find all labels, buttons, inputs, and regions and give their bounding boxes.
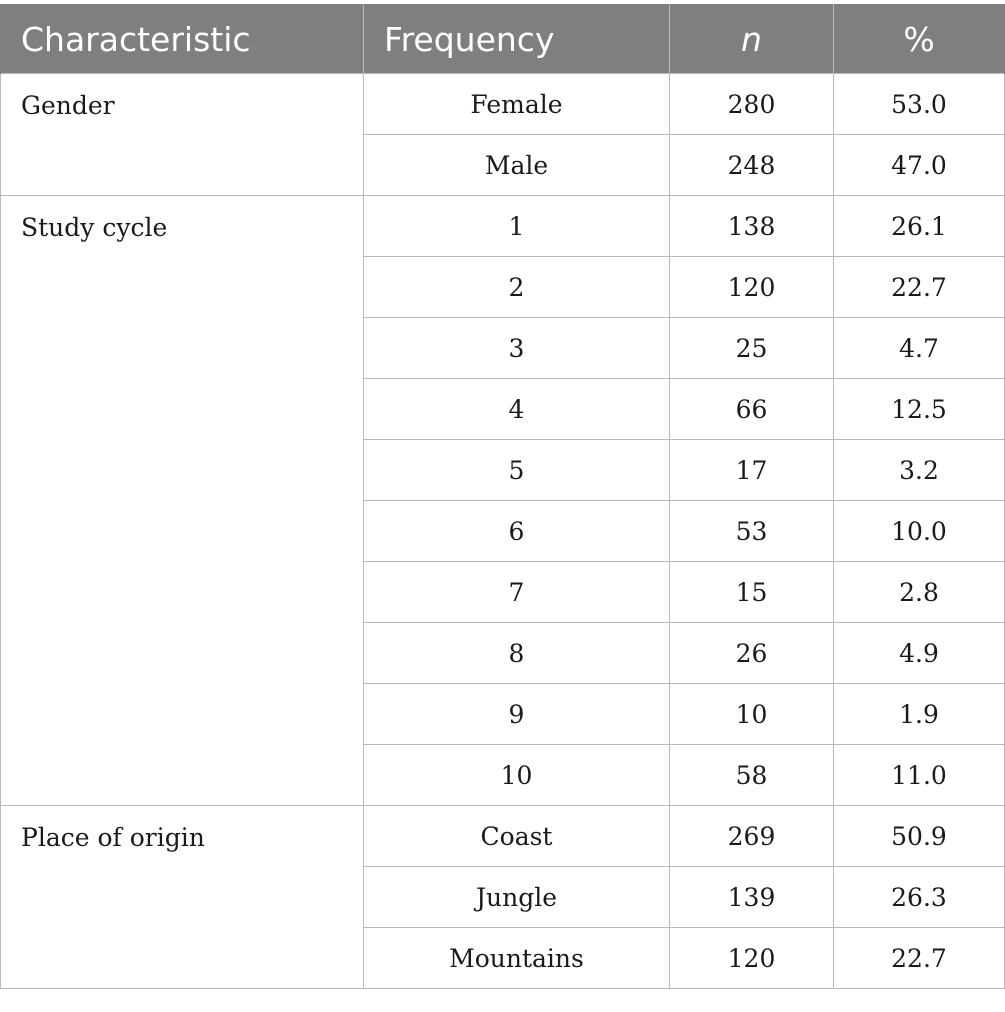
table-row: 5 17 3.2 bbox=[1, 439, 1005, 501]
header-percent: % bbox=[833, 4, 1005, 74]
percent-cell: 22.7 bbox=[833, 927, 1005, 989]
n-cell: 120 bbox=[669, 256, 834, 318]
frequency-cell: 5 bbox=[363, 439, 670, 501]
frequency-cell: 1 bbox=[363, 195, 670, 257]
frequency-cell: 7 bbox=[363, 561, 670, 623]
header-n: n bbox=[669, 4, 834, 74]
frequency-cell: Male bbox=[363, 134, 670, 196]
table-row: 9 10 1.9 bbox=[1, 683, 1005, 745]
frequency-table: Characteristic Frequency n % Gender Fema… bbox=[0, 4, 1005, 989]
table-row: 10 58 11.0 bbox=[1, 744, 1005, 806]
frequency-cell: 6 bbox=[363, 500, 670, 562]
percent-cell: 3.2 bbox=[833, 439, 1005, 501]
frequency-cell: Jungle bbox=[363, 866, 670, 928]
frequency-cell: 4 bbox=[363, 378, 670, 440]
table-row: 7 15 2.8 bbox=[1, 561, 1005, 623]
frequency-cell: 8 bbox=[363, 622, 670, 684]
table-row: Mountains 120 22.7 bbox=[1, 927, 1005, 989]
table-header: Characteristic Frequency n % bbox=[0, 4, 1005, 74]
frequency-cell: 9 bbox=[363, 683, 670, 745]
n-cell: 26 bbox=[669, 622, 834, 684]
percent-cell: 12.5 bbox=[833, 378, 1005, 440]
n-cell: 138 bbox=[669, 195, 834, 257]
percent-cell: 47.0 bbox=[833, 134, 1005, 196]
n-cell: 10 bbox=[669, 683, 834, 745]
frequency-cell: Mountains bbox=[363, 927, 670, 989]
frequency-cell: Female bbox=[363, 73, 670, 135]
n-cell: 17 bbox=[669, 439, 834, 501]
n-cell: 53 bbox=[669, 500, 834, 562]
percent-cell: 26.3 bbox=[833, 866, 1005, 928]
percent-cell: 22.7 bbox=[833, 256, 1005, 318]
table-row: Jungle 139 26.3 bbox=[1, 866, 1005, 928]
percent-cell: 11.0 bbox=[833, 744, 1005, 806]
n-cell: 120 bbox=[669, 927, 834, 989]
table-row: 6 53 10.0 bbox=[1, 500, 1005, 562]
group-label-study-cycle: Study cycle bbox=[0, 195, 364, 806]
header-frequency: Frequency bbox=[363, 4, 670, 74]
table-body: Gender Female 280 53.0 Male 248 47.0 Stu… bbox=[0, 73, 1005, 989]
percent-cell: 26.1 bbox=[833, 195, 1005, 257]
n-cell: 15 bbox=[669, 561, 834, 623]
frequency-cell: 3 bbox=[363, 317, 670, 379]
n-cell: 58 bbox=[669, 744, 834, 806]
n-cell: 269 bbox=[669, 805, 834, 867]
percent-cell: 4.9 bbox=[833, 622, 1005, 684]
table-row: 3 25 4.7 bbox=[1, 317, 1005, 379]
frequency-cell: 2 bbox=[363, 256, 670, 318]
percent-cell: 1.9 bbox=[833, 683, 1005, 745]
table-row: 8 26 4.9 bbox=[1, 622, 1005, 684]
group-label-place-of-origin: Place of origin bbox=[0, 805, 364, 989]
n-cell: 139 bbox=[669, 866, 834, 928]
n-cell: 280 bbox=[669, 73, 834, 135]
n-cell: 66 bbox=[669, 378, 834, 440]
percent-cell: 10.0 bbox=[833, 500, 1005, 562]
group-label-gender: Gender bbox=[0, 73, 364, 196]
percent-cell: 50.9 bbox=[833, 805, 1005, 867]
frequency-cell: Coast bbox=[363, 805, 670, 867]
table-row: Male 248 47.0 bbox=[1, 134, 1005, 196]
frequency-cell: 10 bbox=[363, 744, 670, 806]
table-row: Study cycle 1 138 26.1 bbox=[0, 195, 1005, 806]
n-cell: 25 bbox=[669, 317, 834, 379]
table-row: Place of origin Coast 269 50.9 bbox=[0, 805, 1005, 989]
percent-cell: 4.7 bbox=[833, 317, 1005, 379]
table-row: 4 66 12.5 bbox=[1, 378, 1005, 440]
header-row: Characteristic Frequency n % bbox=[0, 4, 1005, 74]
table-row: Gender Female 280 53.0 bbox=[0, 73, 1005, 196]
percent-cell: 2.8 bbox=[833, 561, 1005, 623]
percent-cell: 53.0 bbox=[833, 73, 1005, 135]
header-characteristic: Characteristic bbox=[0, 4, 364, 74]
n-cell: 248 bbox=[669, 134, 834, 196]
